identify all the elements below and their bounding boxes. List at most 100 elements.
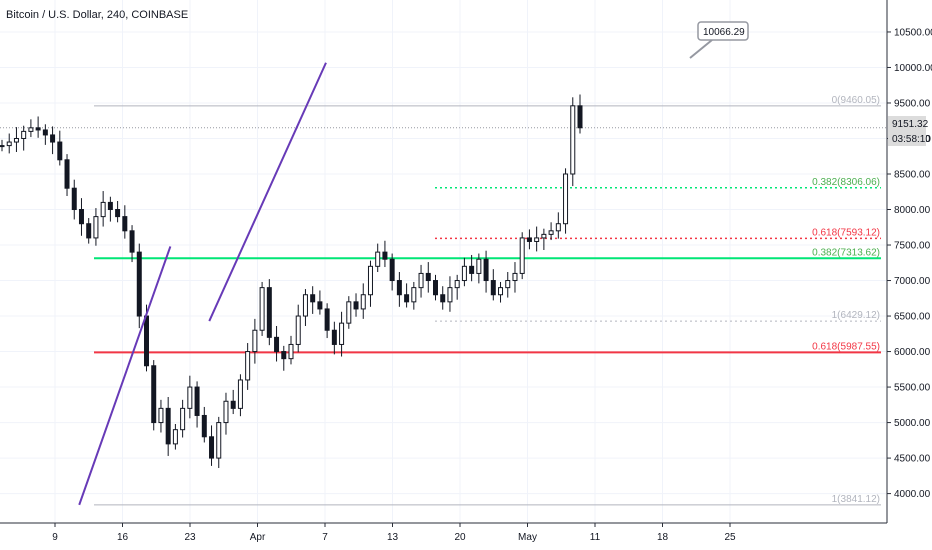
- callout-box: [697, 21, 749, 41]
- price-series: [0, 94, 583, 469]
- price-axis[interactable]: 4000.00 4500.00 5000.00 5500.00 6000.00 6500.…: [887, 27, 932, 500]
- candle-body: [570, 105, 576, 175]
- candle-body: [548, 230, 554, 235]
- bar-countdown: 03:58:10: [892, 134, 931, 145]
- time-tick-label: 16: [117, 532, 129, 543]
- candle-body: [324, 308, 330, 331]
- candle-body: [563, 173, 569, 225]
- candle-body: [490, 280, 496, 296]
- candle-body: [411, 287, 417, 303]
- fib-level-label: 1(3841.12): [832, 494, 880, 505]
- candle-body: [469, 265, 475, 274]
- trendlines[interactable]: [78, 62, 327, 506]
- price-tick-label: 6500.00: [894, 312, 931, 323]
- candle-body: [454, 280, 460, 289]
- fib-level-label: 0.382(8306.06): [812, 177, 880, 188]
- chart-grid: [0, 0, 886, 522]
- candle-body: [526, 237, 532, 242]
- candle-body: [375, 251, 381, 267]
- price-tick-label: 10000.00: [894, 63, 932, 74]
- fib-level-label: 0.618(5987.55): [812, 341, 880, 352]
- price-tick-label: 5000.00: [894, 418, 931, 429]
- trendline: [208, 62, 327, 322]
- last-price-label: 9151.32 03:58:10: [888, 116, 931, 146]
- price-tick-label: 6000.00: [894, 347, 931, 358]
- callout-pointer: [689, 39, 713, 59]
- candle-body: [6, 141, 12, 147]
- price-tick-label: 4000.00: [894, 489, 931, 500]
- chart-title: Bitcoin / U.S. Dollar, 240, COINBASE: [6, 9, 188, 21]
- candle-body: [13, 137, 19, 143]
- candle-body: [252, 329, 258, 353]
- candle-body: [28, 127, 34, 132]
- time-tick-label: 11: [590, 532, 601, 543]
- time-axis[interactable]: 9 16 23 Apr 7 13 20 May 11 18 25: [52, 523, 736, 543]
- candle-body: [42, 129, 48, 136]
- time-tick-label: 18: [657, 532, 669, 543]
- candle-body: [129, 230, 135, 253]
- candle-body: [534, 237, 540, 242]
- candle-body: [180, 407, 186, 431]
- candle-body: [389, 258, 395, 282]
- candle-body: [266, 287, 272, 338]
- candle-body: [21, 130, 27, 139]
- candle-body: [230, 400, 236, 409]
- candle-body: [288, 343, 294, 360]
- candle-body: [115, 209, 121, 218]
- candle-body: [245, 351, 251, 381]
- price-tick-label: 9500.00: [894, 98, 931, 109]
- candle-body: [158, 407, 164, 424]
- candle-body: [86, 223, 92, 239]
- candle-body: [498, 287, 504, 296]
- candle-body: [519, 237, 525, 274]
- candle-body: [122, 216, 128, 232]
- candle-body: [187, 386, 193, 409]
- candle-body: [433, 280, 438, 296]
- candle-body: [107, 201, 113, 211]
- candle-body: [209, 436, 215, 459]
- candle-body: [396, 280, 402, 296]
- candle-body: [274, 336, 280, 353]
- candle-body: [100, 201, 106, 218]
- candle-body: [259, 287, 265, 331]
- candle-body: [577, 105, 583, 129]
- price-tick-label: 7500.00: [894, 241, 931, 252]
- last-price-value: 9151.32: [892, 119, 929, 130]
- candle-body: [302, 294, 308, 317]
- price-tick-label: 8000.00: [894, 205, 931, 216]
- price-tick-label: 10500.00: [894, 27, 932, 38]
- candle-body: [172, 429, 178, 445]
- candle-body: [237, 379, 243, 409]
- candle-body: [201, 414, 207, 438]
- candle-body: [440, 294, 446, 303]
- trendline: [78, 246, 172, 506]
- candle-body: [71, 187, 77, 211]
- candle-body: [93, 216, 99, 239]
- price-annotation-callout[interactable]: 10066.29: [689, 21, 749, 59]
- time-tick-label: 20: [454, 532, 466, 543]
- candle-body: [476, 258, 482, 274]
- candle-body: [151, 365, 157, 424]
- candle-body: [331, 329, 337, 345]
- candle-body: [447, 287, 453, 303]
- candle-body: [295, 315, 301, 345]
- candle-body: [360, 294, 366, 310]
- time-tick-label: 7: [322, 532, 328, 543]
- candle-body: [165, 407, 171, 445]
- candle-body: [346, 301, 352, 324]
- candle-body: [223, 400, 229, 424]
- candle-body: [367, 265, 373, 296]
- time-tick-label: May: [518, 532, 537, 543]
- price-tick-label: 4500.00: [894, 454, 931, 465]
- time-tick-label: 25: [724, 532, 736, 543]
- candle-body: [317, 301, 323, 310]
- candle-body: [339, 322, 345, 345]
- time-tick-label: 13: [387, 532, 399, 543]
- time-tick-label: 9: [52, 532, 58, 543]
- candle-body: [505, 280, 511, 289]
- candle-body: [541, 233, 547, 239]
- candle-body: [483, 258, 489, 282]
- price-tick-label: 8500.00: [894, 170, 931, 181]
- candle-body: [555, 223, 561, 232]
